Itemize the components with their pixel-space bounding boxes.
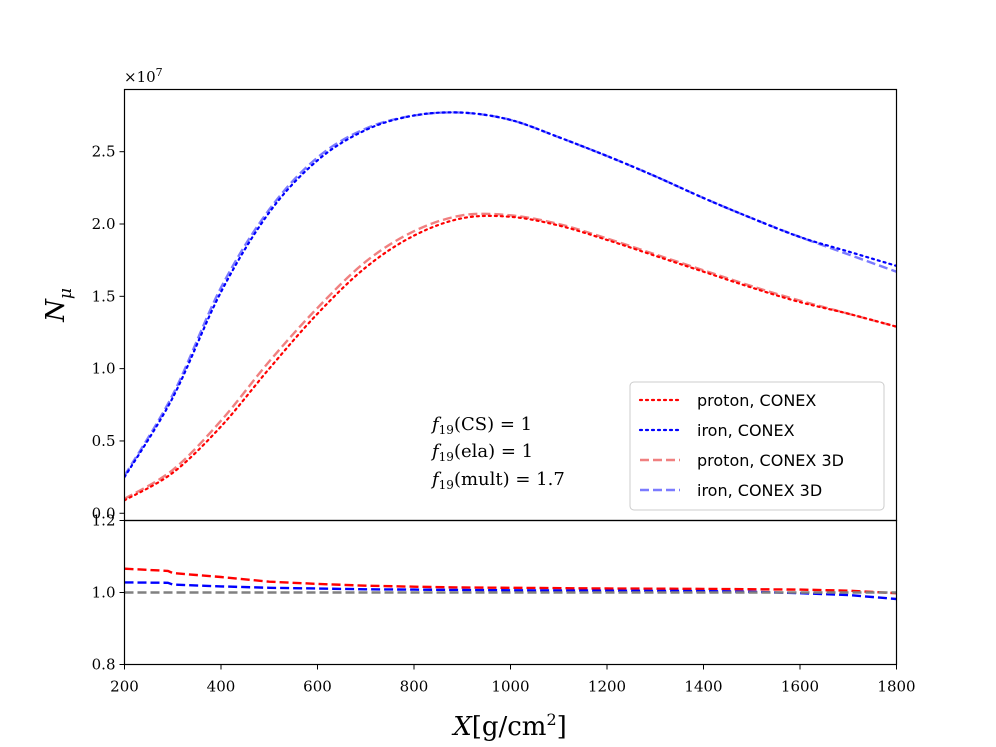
x-tick-label: 1200 bbox=[588, 678, 626, 696]
main-y-tick-label: 1.5 bbox=[92, 287, 116, 305]
main-y-label: Nμ bbox=[41, 288, 76, 323]
annotation-line-2: f19(ela) = 1 bbox=[430, 441, 533, 464]
main-y-tick-label: 2.5 bbox=[92, 143, 116, 161]
ratio-line-proton bbox=[124, 567, 897, 595]
ylabel-subscript: μ bbox=[56, 288, 76, 299]
x-tick-label: 1000 bbox=[491, 678, 529, 696]
series-line-iron-conex bbox=[124, 111, 897, 479]
legend-label: iron, CONEX 3D bbox=[697, 481, 822, 500]
x-tick-label: 1600 bbox=[781, 678, 819, 696]
ratio-y-tick-label: 1.0 bbox=[92, 584, 116, 602]
ratio-panel: 0.8 1.0 1.2 200 400 600 800 1000 1200 1400 1600 18… bbox=[92, 512, 916, 743]
x-tick-label: 800 bbox=[400, 678, 429, 696]
annotation-line-3: f19(mult) = 1.7 bbox=[430, 469, 565, 492]
x-tick-label: 400 bbox=[207, 678, 236, 696]
parameter-annotation: f19(CS) = 1 f19(ela) = 1 f19(mult) = 1.7 bbox=[430, 414, 565, 492]
x-tick-label: 1400 bbox=[684, 678, 722, 696]
ratio-y-tick-label: 1.2 bbox=[92, 512, 116, 530]
series-line-proton-conex bbox=[124, 214, 897, 502]
x-tick-label: 600 bbox=[303, 678, 332, 696]
offset-exponent: 7 bbox=[156, 66, 163, 79]
series-line-proton-conex-3d bbox=[124, 212, 897, 500]
ratio-line-iron bbox=[124, 581, 897, 601]
ratio-series-group bbox=[124, 567, 897, 601]
legend-items: proton, CONEX iron, CONEX proton, CONEX 3D… bbox=[638, 391, 844, 500]
main-y-tick-label: 2.0 bbox=[92, 215, 116, 233]
main-y-tick-label: 0.0 bbox=[92, 504, 116, 522]
legend: proton, CONEX iron, CONEX proton, CONEX 3D… bbox=[629, 381, 885, 511]
x-tick-label: 200 bbox=[110, 678, 139, 696]
xlabel-superscript: 2 bbox=[546, 710, 556, 729]
legend-label: proton, CONEX bbox=[697, 391, 816, 410]
legend-label: iron, CONEX bbox=[697, 421, 795, 440]
annotation-line-1: f19(CS) = 1 bbox=[430, 414, 532, 437]
legend-box bbox=[629, 381, 885, 511]
x-axis-label: X[g/cm2] bbox=[451, 710, 567, 742]
main-offset-text: ×107 bbox=[124, 66, 163, 86]
main-series-group bbox=[124, 111, 897, 502]
main-y-tick-label: 1.0 bbox=[92, 360, 116, 378]
ratio-y-ticks: 0.8 1.0 1.2 bbox=[92, 512, 125, 674]
ratio-y-tick-label: 0.8 bbox=[92, 656, 116, 674]
legend-label: proton, CONEX 3D bbox=[697, 451, 844, 470]
main-panel: 0.0 0.5 1.0 1.5 2.0 2.5 ×107 Nμ f19(CS) = 1 f… bbox=[41, 66, 898, 522]
main-y-ticks: 0.0 0.5 1.0 1.5 2.0 2.5 bbox=[92, 143, 125, 522]
main-y-tick-label: 0.5 bbox=[92, 432, 116, 450]
x-tick-label: 1800 bbox=[877, 678, 915, 696]
ratio-x-ticks: 200 400 600 800 1000 1200 1400 1600 1800 bbox=[110, 664, 916, 696]
